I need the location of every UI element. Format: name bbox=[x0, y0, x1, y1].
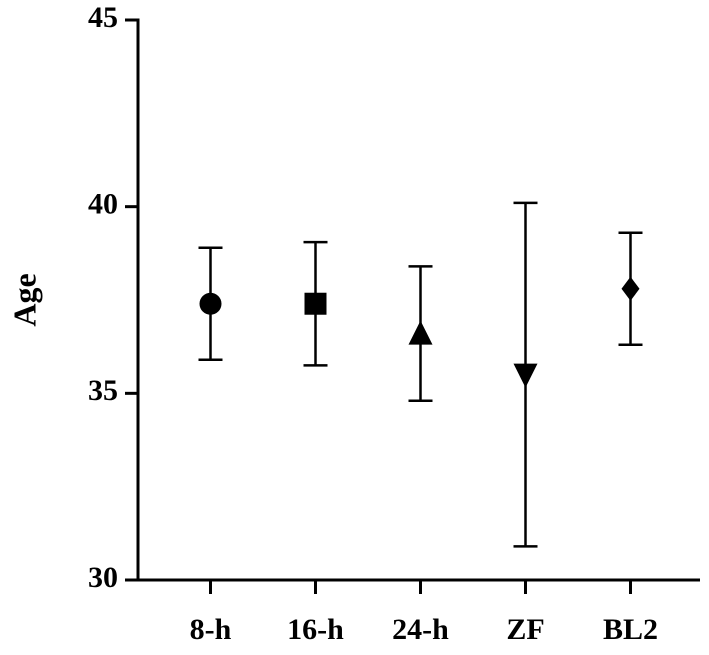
x-tick-label: 8-h bbox=[190, 613, 232, 646]
y-axis-label: Age bbox=[6, 273, 42, 326]
y-tick-label: 30 bbox=[88, 561, 118, 594]
y-tick-label: 40 bbox=[88, 188, 118, 221]
marker bbox=[621, 276, 640, 301]
marker bbox=[199, 292, 222, 315]
y-tick-label: 35 bbox=[88, 374, 118, 407]
x-tick-label: 24-h bbox=[392, 613, 449, 646]
x-tick-label: 16-h bbox=[287, 613, 344, 646]
marker bbox=[513, 363, 538, 388]
marker bbox=[304, 292, 327, 315]
x-tick-label: ZF bbox=[506, 613, 544, 646]
x-tick-label: BL2 bbox=[603, 613, 658, 646]
marker bbox=[408, 320, 433, 345]
y-tick-label: 45 bbox=[88, 1, 118, 34]
